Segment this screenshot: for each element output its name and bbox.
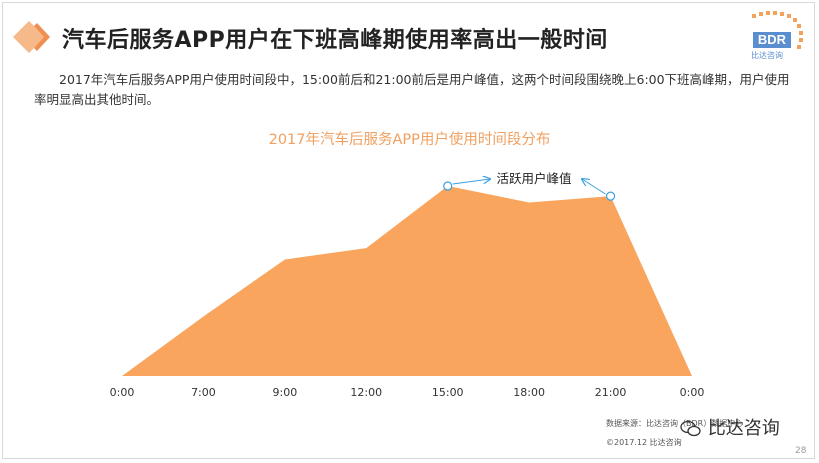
x-tick-label: 9:00: [273, 386, 298, 399]
peak-annotation-label: 活跃用户峰值: [496, 171, 571, 186]
x-tick-label: 12:00: [350, 386, 382, 399]
x-tick-label: 0:00: [110, 386, 135, 399]
peak-arrow: [452, 179, 490, 185]
chart-title: 2017年汽车后服务APP用户使用时间段分布: [268, 132, 551, 148]
x-tick-label: 15:00: [432, 386, 464, 399]
peak-marker: [605, 191, 616, 201]
data-source: 数据来源：比达咨询（BDR）数据中心: [606, 419, 744, 428]
slide-frame: [2, 2, 815, 459]
logo-subtext: 比达咨询: [751, 51, 783, 60]
description-text: 2017年汽车后服务APP用户使用时间段中，15:00前后和21:00前后是用户…: [34, 72, 790, 107]
bdr-logo: BDR 比达咨询: [746, 8, 810, 66]
x-tick-label: 7:00: [191, 386, 216, 399]
x-tick-label: 18:00: [513, 386, 545, 399]
wechat-watermark: 比达咨询: [680, 414, 780, 440]
x-tick-label: 21:00: [595, 386, 627, 399]
page-title: 汽车后服务APP用户在下班高峰期使用率高出一般时间: [62, 28, 608, 53]
peak-marker: [443, 181, 453, 191]
x-tick-label: 0:00: [680, 386, 705, 399]
title-diamond-icon: [10, 18, 50, 56]
copyright: ©2017.12 比达咨询: [606, 438, 682, 447]
peak-arrow: [582, 179, 606, 195]
page-number: 28: [795, 446, 807, 456]
logo-text: BDR: [753, 32, 791, 48]
wechat-icon: [680, 420, 701, 437]
watermark-text: 比达咨询: [707, 418, 780, 439]
area-series: [122, 186, 692, 376]
